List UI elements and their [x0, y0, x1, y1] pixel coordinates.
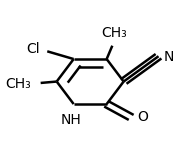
Text: NH: NH — [60, 112, 81, 127]
Text: N: N — [163, 50, 174, 64]
Text: CH₃: CH₃ — [101, 26, 127, 40]
Text: CH₃: CH₃ — [5, 77, 31, 91]
Text: O: O — [137, 110, 148, 124]
Text: Cl: Cl — [26, 41, 40, 56]
